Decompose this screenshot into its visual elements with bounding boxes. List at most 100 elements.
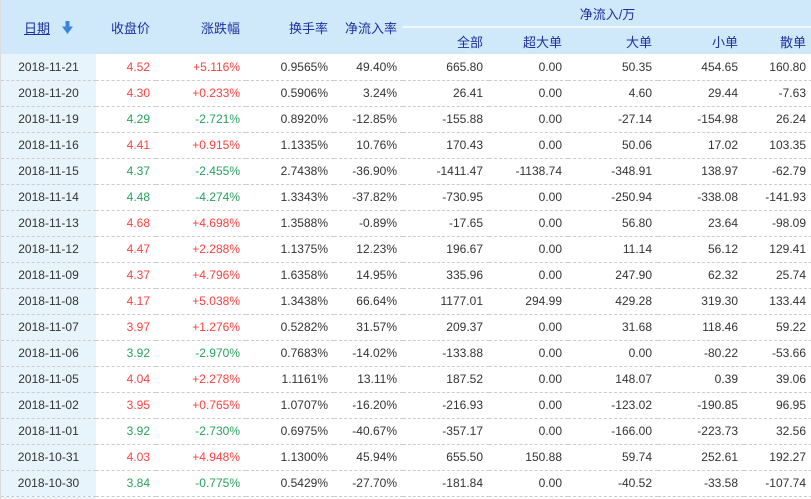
- turnover-rate-cell: 1.1300%: [246, 444, 334, 471]
- flow-all-cell: -17.65: [403, 210, 489, 237]
- turnover-rate-cell: 0.6975%: [246, 418, 334, 445]
- flow-retail-cell: -141.93: [744, 184, 811, 211]
- turnover-rate-cell: 1.3438%: [246, 288, 334, 315]
- flow-retail-cell: 160.80: [744, 54, 811, 81]
- table-row: 2018-11-14 4.48 -4.274% 1.3343% -37.82% -730.…: [1, 184, 811, 211]
- close-price-cell: 4.41: [96, 132, 156, 159]
- flow-small-cell: -223.73: [658, 418, 744, 445]
- table-row: 2018-11-07 3.97 +1.276% 0.5282% 31.57% 209.37…: [1, 314, 811, 341]
- flow-small-cell: 23.64: [658, 210, 744, 237]
- net-inflow-rate-cell: 45.94%: [334, 444, 403, 471]
- net-inflow-rate-cell: 13.11%: [334, 366, 403, 393]
- table-row: 2018-11-09 4.37 +4.796% 1.6358% 14.95% 335.96…: [1, 262, 811, 289]
- flow-retail-cell: -98.09: [744, 210, 811, 237]
- flow-small-cell: 252.61: [658, 444, 744, 471]
- flow-all-cell: 1177.01: [403, 288, 489, 315]
- close-price-cell: 4.04: [96, 366, 156, 393]
- close-price-cell: 4.47: [96, 236, 156, 263]
- close-price-cell: 4.17: [96, 288, 156, 315]
- change-percent-cell: -0.775%: [156, 470, 246, 497]
- flow-retail-cell: -62.79: [744, 158, 811, 185]
- date-sort-link[interactable]: 日期: [23, 20, 50, 36]
- flow-retail-cell: -107.74: [744, 470, 811, 497]
- net-inflow-rate-cell: -16.20%: [334, 392, 403, 419]
- col-header-all: 全部: [403, 27, 489, 54]
- flow-all-cell: -216.93: [403, 392, 489, 419]
- flow-super-large-cell: 0.00: [489, 314, 568, 341]
- change-percent-cell: +2.288%: [156, 236, 246, 263]
- change-percent-cell: +0.765%: [156, 392, 246, 419]
- flow-retail-cell: 59.22: [744, 314, 811, 341]
- flow-large-cell: -166.00: [568, 418, 658, 445]
- turnover-rate-cell: 0.5906%: [246, 80, 334, 107]
- date-cell: 2018-11-08: [1, 288, 96, 315]
- col-header-date[interactable]: 日期: [1, 0, 96, 54]
- change-percent-cell: +2.278%: [156, 366, 246, 393]
- turnover-rate-cell: 0.7683%: [246, 340, 334, 367]
- flow-large-cell: -27.14: [568, 106, 658, 133]
- flow-large-cell: 429.28: [568, 288, 658, 315]
- turnover-rate-cell: 1.1375%: [246, 236, 334, 263]
- net-inflow-rate-cell: 66.64%: [334, 288, 403, 315]
- flow-retail-cell: 192.27: [744, 444, 811, 471]
- close-price-cell: 4.30: [96, 80, 156, 107]
- flow-all-cell: -155.88: [403, 106, 489, 133]
- flow-small-cell: 17.02: [658, 132, 744, 159]
- turnover-rate-cell: 1.0707%: [246, 392, 334, 419]
- date-cell: 2018-11-06: [1, 340, 96, 367]
- table-row: 2018-11-16 4.41 +0.915% 1.1335% 10.76% 170.43…: [1, 132, 811, 159]
- flow-retail-cell: 26.24: [744, 106, 811, 133]
- col-header-small: 小单: [658, 27, 744, 54]
- table-row: 2018-11-06 3.92 -2.970% 0.7683% -14.02% -133.…: [1, 340, 811, 367]
- col-header-inflow-rate: 净流入率: [334, 0, 403, 54]
- table-row: 2018-11-15 4.37 -2.455% 2.7438% -36.90% -1411…: [1, 158, 811, 185]
- flow-all-cell: 170.43: [403, 132, 489, 159]
- close-price-cell: 4.68: [96, 210, 156, 237]
- flow-small-cell: -338.08: [658, 184, 744, 211]
- flow-large-cell: 56.80: [568, 210, 658, 237]
- flow-all-cell: 665.80: [403, 54, 489, 81]
- date-cell: 2018-11-12: [1, 236, 96, 263]
- flow-small-cell: -190.85: [658, 392, 744, 419]
- turnover-rate-cell: 0.8920%: [246, 106, 334, 133]
- flow-all-cell: -133.88: [403, 340, 489, 367]
- flow-super-large-cell: 0.00: [489, 366, 568, 393]
- close-price-cell: 3.84: [96, 470, 156, 497]
- flow-retail-cell: 133.44: [744, 288, 811, 315]
- flow-small-cell: 29.44: [658, 80, 744, 107]
- flow-large-cell: -250.94: [568, 184, 658, 211]
- flow-retail-cell: 32.56: [744, 418, 811, 445]
- net-inflow-rate-cell: -12.85%: [334, 106, 403, 133]
- change-percent-cell: +0.233%: [156, 80, 246, 107]
- flow-small-cell: 138.97: [658, 158, 744, 185]
- table-row: 2018-11-19 4.29 -2.721% 0.8920% -12.85% -155.…: [1, 106, 811, 133]
- date-cell: 2018-11-07: [1, 314, 96, 341]
- table-row: 2018-11-05 4.04 +2.278% 1.1161% 13.11% 187.52…: [1, 366, 811, 393]
- table-row: 2018-11-20 4.30 +0.233% 0.5906% 3.24% 26.41 0.…: [1, 80, 811, 107]
- flow-retail-cell: 103.35: [744, 132, 811, 159]
- change-percent-cell: +5.116%: [156, 54, 246, 81]
- change-percent-cell: +5.038%: [156, 288, 246, 315]
- flow-retail-cell: -7.63: [744, 80, 811, 107]
- flow-large-cell: 50.06: [568, 132, 658, 159]
- flow-all-cell: 209.37: [403, 314, 489, 341]
- close-price-cell: 3.92: [96, 418, 156, 445]
- flow-super-large-cell: 0.00: [489, 80, 568, 107]
- date-cell: 2018-11-16: [1, 132, 96, 159]
- flow-all-cell: -181.84: [403, 470, 489, 497]
- date-cell: 2018-10-31: [1, 444, 96, 471]
- flow-small-cell: 0.39: [658, 366, 744, 393]
- turnover-rate-cell: 1.3343%: [246, 184, 334, 211]
- flow-small-cell: 454.65: [658, 54, 744, 81]
- table-row: 2018-11-21 4.52 +5.116% 0.9565% 49.40% 665.80…: [1, 54, 811, 81]
- change-percent-cell: +1.276%: [156, 314, 246, 341]
- date-cell: 2018-11-02: [1, 392, 96, 419]
- flow-super-large-cell: 0.00: [489, 418, 568, 445]
- col-header-retail: 散单: [744, 27, 811, 54]
- turnover-rate-cell: 0.5282%: [246, 314, 334, 341]
- table-row: 2018-11-01 3.92 -2.730% 0.6975% -40.67% -357.…: [1, 418, 811, 445]
- close-price-cell: 4.37: [96, 158, 156, 185]
- flow-large-cell: 11.14: [568, 236, 658, 263]
- change-percent-cell: -2.970%: [156, 340, 246, 367]
